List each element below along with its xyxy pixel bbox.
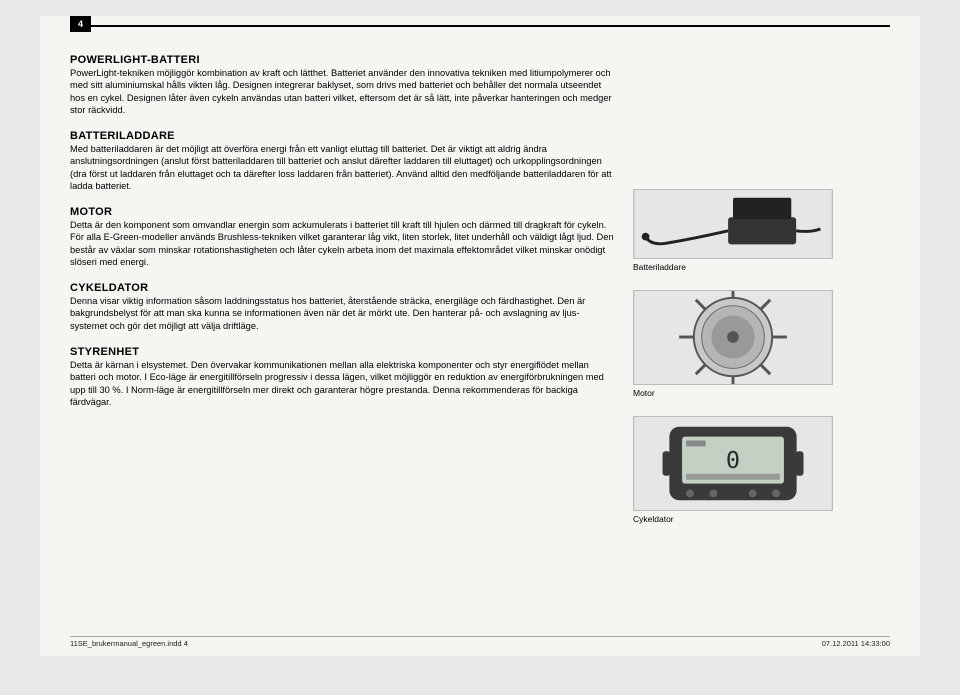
- page-number-tab: 4: [70, 16, 91, 32]
- heading-motor: MOTOR: [70, 206, 615, 218]
- body-batteriladdare: Med batteriladdaren är det möjligt att ö…: [70, 143, 615, 192]
- figure-charger: Batteriladdare: [633, 189, 888, 272]
- charger-icon: [633, 189, 833, 259]
- motor-icon: [633, 290, 833, 385]
- content-area: POWERLIGHT-BATTERI PowerLight-tekniken m…: [70, 54, 890, 542]
- figure-computer: 0 Cykeldator: [633, 416, 888, 524]
- caption-computer: Cykeldator: [633, 514, 888, 524]
- body-motor: Detta är den komponent som omvandlar ene…: [70, 219, 615, 268]
- heading-styrenhet: STYRENHET: [70, 346, 615, 358]
- heading-cykeldator: CYKELDATOR: [70, 282, 615, 294]
- bike-computer-icon: 0: [633, 416, 833, 511]
- body-styrenhet: Detta är kärnan i elsystemet. Den överva…: [70, 359, 615, 408]
- caption-motor: Motor: [633, 388, 888, 398]
- footer-filename: 11SE_brukermanual_egreen.indd 4: [70, 639, 188, 648]
- footer-timestamp: 07.12.2011 14:33:00: [822, 639, 890, 648]
- caption-charger: Batteriladdare: [633, 262, 888, 272]
- header-rule: [70, 25, 890, 27]
- text-column: POWERLIGHT-BATTERI PowerLight-tekniken m…: [70, 54, 615, 542]
- body-cykeldator: Denna visar viktig information såsom lad…: [70, 295, 615, 332]
- svg-text:0: 0: [726, 446, 740, 474]
- heading-powerlight: POWERLIGHT-BATTERI: [70, 54, 615, 66]
- page-number: 4: [78, 19, 83, 29]
- figure-motor: Motor: [633, 290, 888, 398]
- document-page: 4 POWERLIGHT-BATTERI PowerLight-tekniken…: [40, 16, 920, 656]
- image-column: Batteriladdare: [633, 54, 888, 542]
- heading-batteriladdare: BATTERILADDARE: [70, 130, 615, 142]
- body-powerlight: PowerLight-tekniken möjliggör kombinatio…: [70, 67, 615, 116]
- page-footer: 11SE_brukermanual_egreen.indd 4 07.12.20…: [70, 636, 890, 648]
